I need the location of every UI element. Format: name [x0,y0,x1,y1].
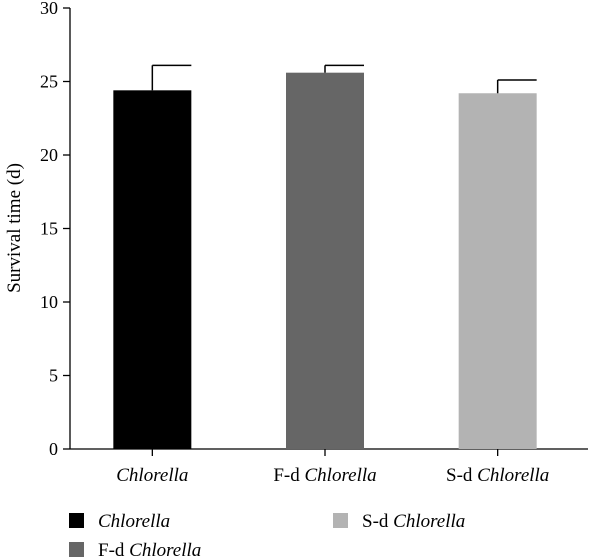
y-tick-label: 15 [40,219,58,239]
legend-label: Chlorella [98,511,170,532]
y-tick-label: 0 [49,439,58,459]
x-tick-label-prefix: F-d [273,465,304,486]
legend-swatch [333,513,348,528]
x-tick-label: Chlorella [116,465,188,486]
bar [113,90,192,449]
y-tick-label: 25 [40,72,58,92]
legend-label: F-d Chlorella [98,540,201,559]
legend-swatch [69,542,84,557]
x-tick-label-italic: Chlorella [477,465,549,486]
x-tick-label-prefix: S-d [446,465,477,486]
bar [458,93,537,449]
bar [286,72,364,450]
x-tick-label: S-d Chlorella [446,465,549,486]
legend-label-italic: Chlorella [129,540,201,559]
legend-swatch [69,513,84,528]
bars [113,64,537,456]
y-tick-label: 5 [49,366,58,386]
legend-label-prefix: S-d [362,511,393,532]
x-axis-labels: Chlorella F-d Chlorella S-d Chlorella [116,465,549,486]
y-tick-label: 20 [40,145,58,165]
x-tick-label-italic: Chlorella [116,465,188,486]
legend-label: S-d Chlorella [362,511,465,532]
y-axis-title: Survival time (d) [4,163,25,293]
legend-label-prefix: F-d [98,540,129,559]
legend-label-italic: Chlorella [98,511,170,532]
x-tick-label: F-d Chlorella [273,465,376,486]
legend-label-italic: Chlorella [393,511,465,532]
y-tick-label: 10 [40,292,58,312]
y-tick-label: 30 [40,0,58,18]
x-tick-label-italic: Chlorella [305,465,377,486]
